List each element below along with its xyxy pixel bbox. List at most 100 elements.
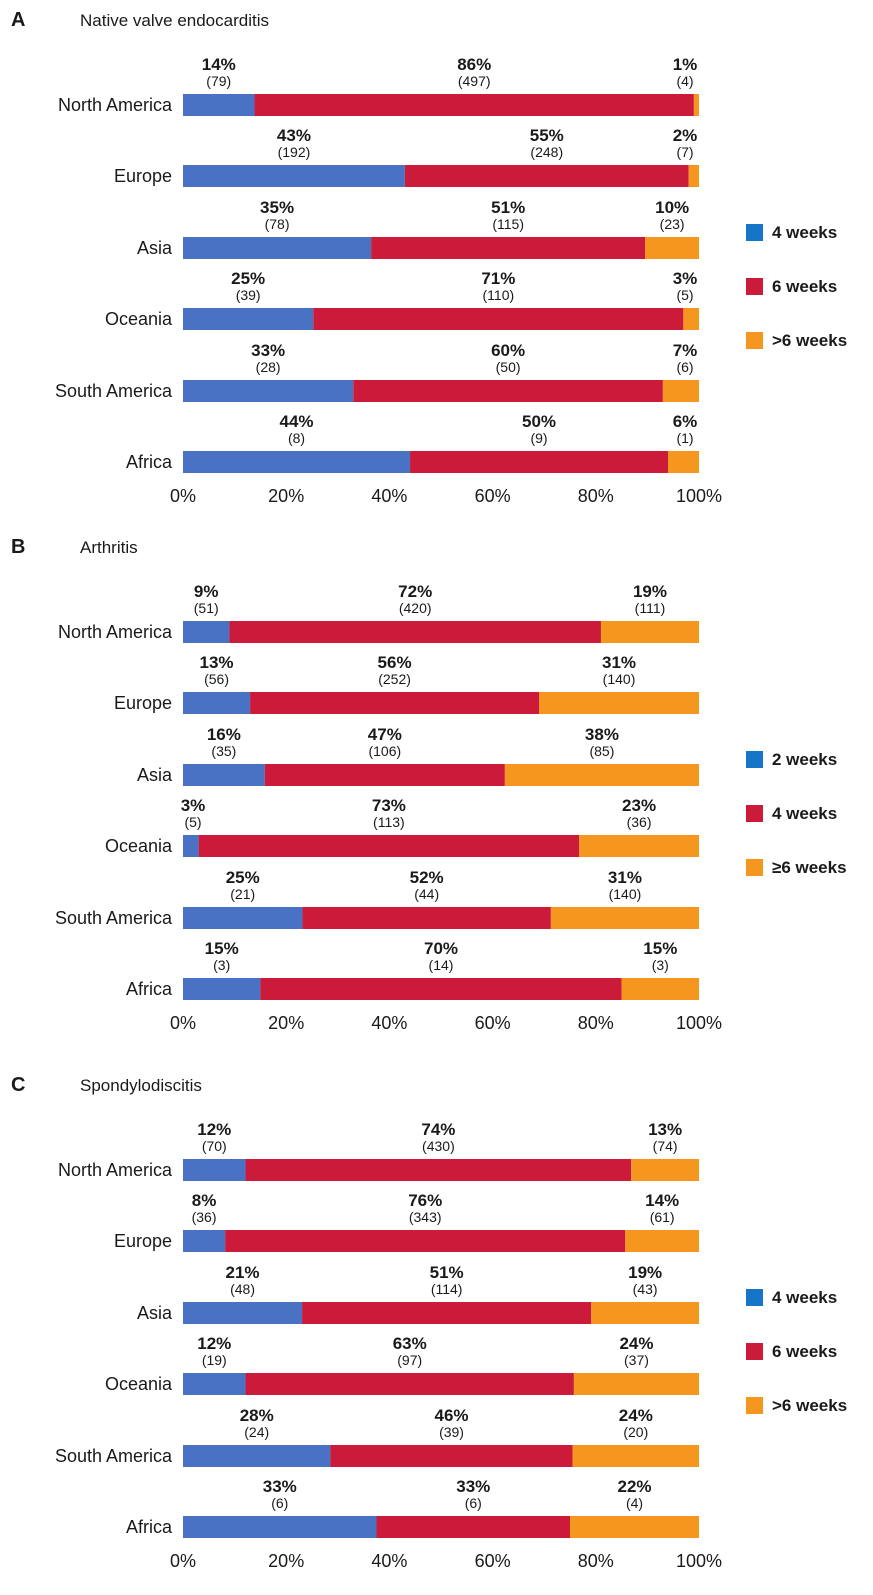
bar-segment (668, 451, 699, 473)
data-label-percent: 3% (673, 269, 698, 288)
bar-segment (371, 237, 646, 259)
data-label-percent: 23% (622, 796, 656, 815)
data-label-count: (140) (603, 671, 636, 687)
data-label-percent: 86% (457, 55, 491, 74)
bar-segment (591, 1302, 699, 1324)
x-tick-label: 100% (676, 486, 722, 506)
bar-segment (183, 764, 265, 786)
data-label-percent: 8% (192, 1191, 217, 1210)
legend-swatch (746, 1397, 763, 1414)
data-label-percent: 9% (194, 582, 219, 601)
legend-swatch (746, 1289, 763, 1306)
data-label-percent: 6% (673, 412, 698, 431)
panel-b: B Arthritis North America 9%(51) 72%(420) 19%… (11, 536, 847, 1033)
data-label-percent: 70% (424, 939, 458, 958)
data-label-count: (497) (458, 73, 491, 89)
bar-segment (353, 380, 663, 402)
bar-segment (198, 835, 580, 857)
data-label-percent: 71% (481, 269, 515, 288)
bar-segment (183, 451, 411, 473)
bar-segment (183, 907, 303, 929)
data-label-count: (3) (652, 957, 669, 973)
bar-segment (302, 1302, 592, 1324)
data-label-count: (70) (202, 1138, 227, 1154)
data-label-count: (19) (202, 1352, 227, 1368)
data-label-percent: 22% (617, 1477, 651, 1496)
legend-swatch (746, 278, 763, 295)
data-label-count: (1) (676, 430, 693, 446)
data-label-count: (5) (676, 287, 693, 303)
bar-segment (254, 94, 694, 116)
data-label-percent: 19% (633, 582, 667, 601)
category-label: Oceania (105, 836, 173, 856)
bar-segment (245, 1373, 574, 1395)
bar-segment (683, 308, 699, 330)
bar-segment (183, 621, 230, 643)
data-label-percent: 43% (277, 126, 311, 145)
legend-swatch (746, 805, 763, 822)
data-label-percent: 35% (260, 198, 294, 217)
data-label-count: (74) (653, 1138, 678, 1154)
data-label-count: (23) (660, 216, 685, 232)
data-label-count: (7) (676, 144, 693, 160)
data-label-percent: 21% (226, 1263, 260, 1282)
x-tick-label: 0% (170, 1013, 196, 1033)
bar-segment (183, 94, 255, 116)
data-label-count: (36) (627, 814, 652, 830)
data-label-count: (8) (288, 430, 305, 446)
bar-segment (376, 1516, 570, 1538)
data-label-count: (110) (483, 287, 515, 303)
data-label-count: (420) (399, 600, 432, 616)
data-label-count: (97) (397, 1352, 422, 1368)
category-label: South America (55, 381, 173, 401)
data-label-percent: 52% (410, 868, 444, 887)
data-label-percent: 74% (421, 1120, 455, 1139)
data-label-count: (61) (650, 1209, 675, 1225)
legend-label: >6 weeks (772, 1396, 847, 1415)
data-label-percent: 51% (430, 1263, 464, 1282)
data-label-percent: 38% (585, 725, 619, 744)
bar-segment (579, 835, 699, 857)
data-label-percent: 1% (673, 55, 698, 74)
x-tick-label: 60% (475, 1551, 511, 1571)
data-label-count: (35) (211, 743, 236, 759)
data-label-percent: 28% (240, 1406, 274, 1425)
legend-swatch (746, 224, 763, 241)
bar-segment (302, 907, 551, 929)
legend-swatch (746, 332, 763, 349)
data-label-percent: 14% (202, 55, 236, 74)
x-tick-label: 100% (676, 1551, 722, 1571)
data-label-count: (3) (213, 957, 230, 973)
category-label: Oceania (105, 1374, 173, 1394)
data-label-percent: 19% (628, 1263, 662, 1282)
data-label-count: (5) (184, 814, 201, 830)
data-label-count: (140) (609, 886, 642, 902)
data-label-count: (43) (633, 1281, 658, 1297)
panel-letter: B (11, 536, 25, 558)
bar-segment (229, 621, 601, 643)
data-label-count: (115) (492, 216, 524, 232)
data-label-percent: 33% (263, 1477, 297, 1496)
data-label-percent: 50% (522, 412, 556, 431)
data-label-percent: 55% (530, 126, 564, 145)
legend-label: 4 weeks (772, 223, 837, 242)
panel-title: Native valve endocarditis (80, 11, 269, 30)
data-label-count: (4) (626, 1495, 643, 1511)
x-tick-label: 80% (578, 486, 614, 506)
bar-segment (410, 451, 669, 473)
data-label-count: (111) (635, 600, 666, 616)
data-label-count: (6) (465, 1495, 482, 1511)
panel-title: Arthritis (80, 538, 138, 557)
x-tick-label: 0% (170, 1551, 196, 1571)
bar-segment (693, 94, 699, 116)
data-label-count: (4) (676, 73, 693, 89)
category-label: North America (58, 1160, 173, 1180)
data-label-count: (79) (206, 73, 231, 89)
bar-segment (631, 1159, 699, 1181)
data-label-percent: 47% (368, 725, 402, 744)
data-label-percent: 51% (491, 198, 525, 217)
bar-segment (504, 764, 699, 786)
x-tick-label: 20% (268, 1013, 304, 1033)
legend-swatch (746, 1343, 763, 1360)
